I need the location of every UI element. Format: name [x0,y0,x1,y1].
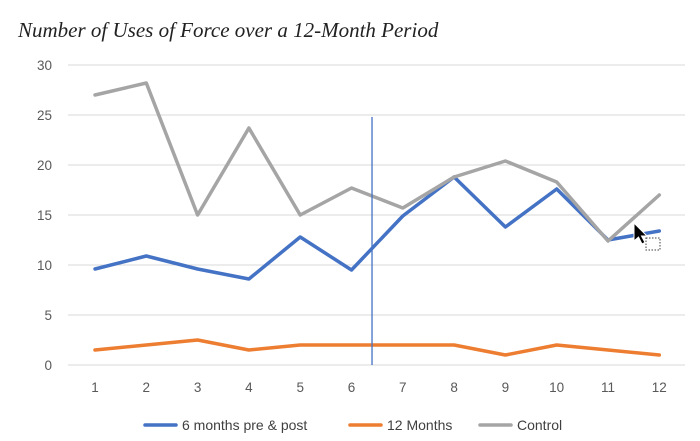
x-tick-label: 5 [296,380,304,395]
y-tick-label: 5 [44,308,52,323]
y-tick-label: 15 [37,208,52,223]
series-lines [93,81,662,357]
legend-label: 12 Months [387,417,452,433]
x-tick-label: 11 [601,380,615,395]
series-line [93,81,662,243]
y-tick-label: 30 [37,58,52,73]
cursor-copy-box-icon [645,237,661,251]
x-tick-label: 6 [348,380,356,395]
chart-title: Number of Uses of Force over a 12-Month … [17,18,439,42]
series-line [93,338,662,357]
y-tick-label: 25 [37,108,52,123]
x-tick-label: 8 [450,380,458,395]
mouse-cursor-icon [633,221,661,251]
x-tick-label: 3 [194,380,202,395]
y-axis-ticks: 0 5 10 15 20 25 30 [37,58,52,373]
x-tick-label: 10 [549,380,564,395]
x-tick-label: 12 [652,380,667,395]
x-tick-label: 7 [399,380,407,395]
legend: 6 months pre & post 12 Months Control [143,417,562,433]
y-tick-label: 0 [44,358,52,373]
cursor-arrow-icon [633,221,649,245]
legend-label: 6 months pre & post [182,417,307,433]
x-tick-label: 4 [245,380,253,395]
x-axis-ticks: 1 2 3 4 5 6 7 8 9 10 11 12 [91,380,667,395]
legend-label: Control [517,417,562,433]
x-tick-label: 9 [502,380,510,395]
series-line [93,175,662,281]
gridlines [68,64,685,316]
x-tick-label: 2 [143,380,151,395]
y-tick-label: 20 [37,158,52,173]
x-tick-label: 1 [91,380,99,395]
y-tick-label: 10 [37,258,52,273]
